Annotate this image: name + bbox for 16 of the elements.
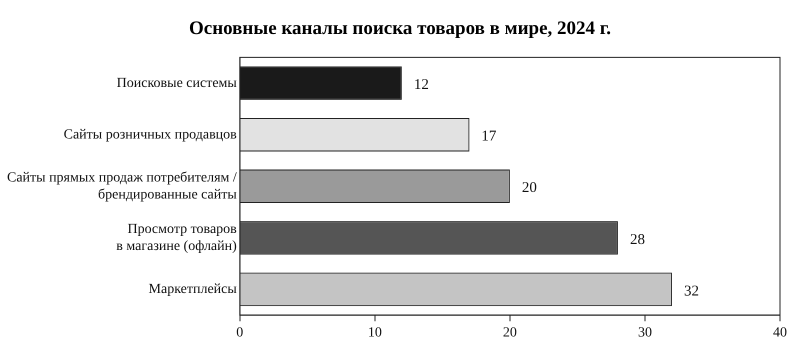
x-tick-label: 20 — [502, 325, 517, 340]
data-label: 12 — [414, 77, 429, 94]
y-tick-label: Поисковые системы — [116, 76, 238, 91]
y-tick-label: Сайты прямых продаж потребителям / брендированные сайты — [7, 170, 238, 202]
x-tick-label: 10 — [368, 325, 382, 340]
y-tick-label: Сайты розничных продавцов — [64, 127, 238, 142]
y-tick-label: Маркетплейсы — [148, 282, 238, 298]
data-label: 28 — [630, 232, 645, 248]
data-label: 32 — [684, 283, 699, 300]
chart-title: Основные каналы поиска товаров в мире, 2024 г. — [188, 18, 612, 41]
y-tick-label: Просмотр товаров в магазине (офлайн) — [116, 222, 238, 254]
data-label: 17 — [481, 128, 497, 145]
x-tick-label: 0 — [236, 325, 244, 340]
data-label: 20 — [522, 180, 537, 196]
x-tick-label: 40 — [773, 325, 787, 340]
x-tick-label: 30 — [638, 325, 652, 340]
